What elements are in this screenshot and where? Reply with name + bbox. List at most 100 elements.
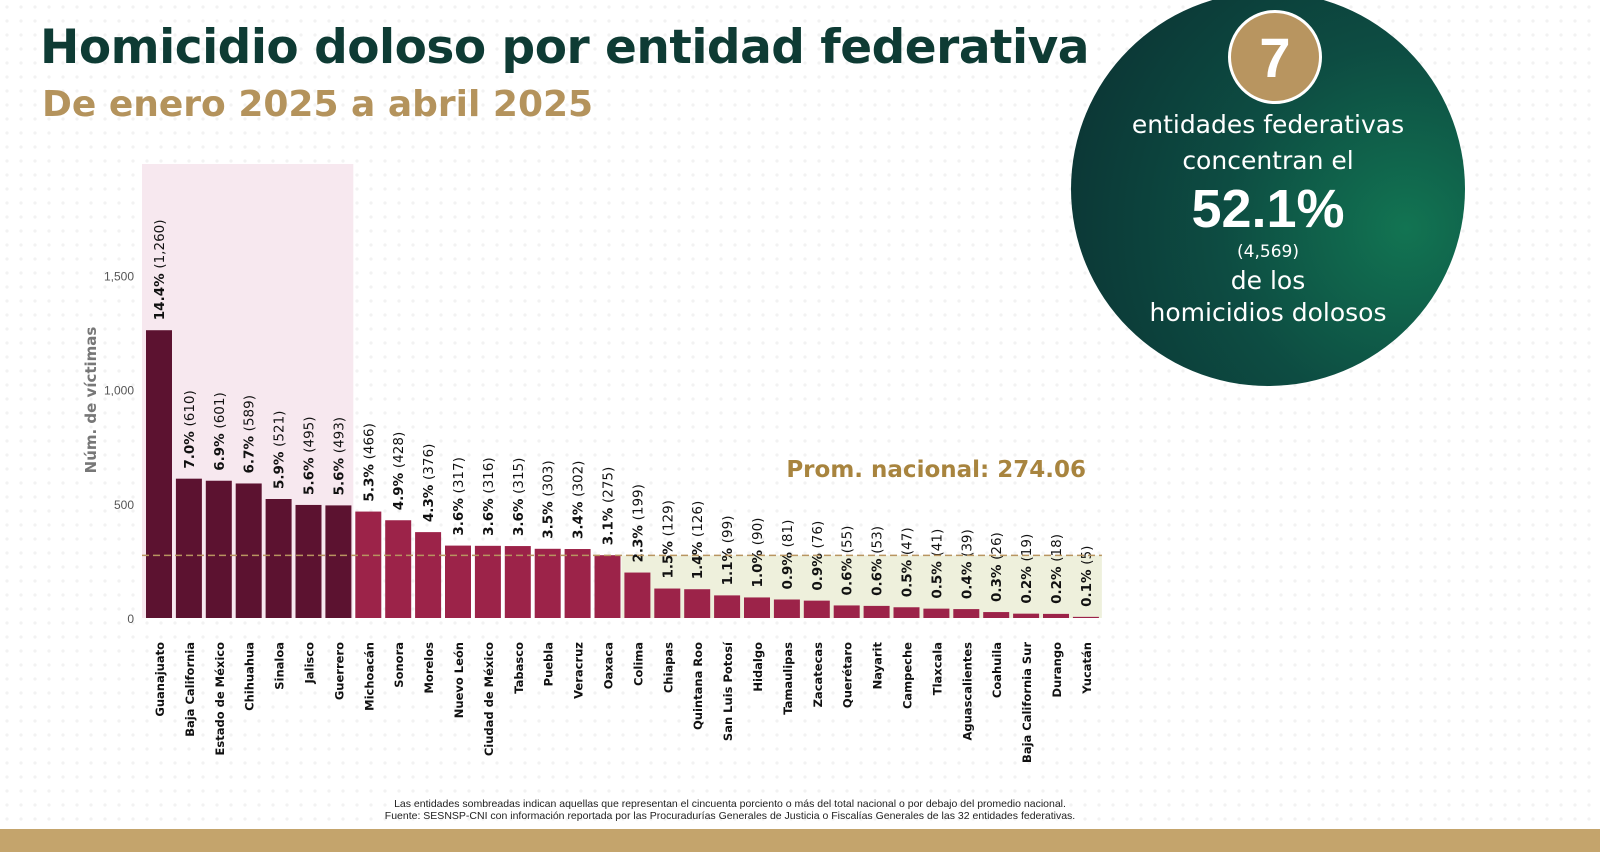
footnote-note: Las entidades sombreadas indican aquella… [394,798,1066,810]
bar-count-label: (589) [242,395,258,431]
bar-percent-label: 5.6% [302,453,318,495]
bar-count-label: (302) [571,461,587,497]
x-tick-label: Morelos [422,642,436,694]
x-tick-label: Colima [631,642,645,686]
x-tick-label: Veracruz [572,642,586,699]
bar-value-label: 4.9% (428) [391,432,407,510]
x-tick-label: Querétaro [841,642,855,708]
bar-percent-label: 1.0% [750,545,766,587]
x-tick-label: Coahuila [990,642,1004,698]
bar-value-label: 4.3% (376) [421,444,437,522]
bar-count-label: (315) [511,458,527,494]
bar [773,599,800,618]
summary-line-5: homicidios dolosos [1149,298,1387,327]
bar-percent-label: 0.2% [1049,562,1065,604]
bar-value-label: 1.4% (126) [690,501,706,579]
bar-value-label: 2.3% (199) [630,484,646,562]
x-tick-label: Guanajuato [153,642,167,717]
bar-value-label: 1.5% (129) [660,500,676,578]
x-tick-label: Quintana Roo [691,642,705,730]
bar [265,499,292,618]
x-tick-label: Guerrero [332,642,346,700]
bar-percent-label: 0.4% [959,557,975,599]
bar-value-label: 0.2% (18) [1049,534,1065,604]
bar-percent-label: 1.5% [660,536,676,578]
x-tick-label: Hidalgo [751,642,765,692]
bar-value-label: 0.5% (47) [900,527,916,597]
bar-percent-label: 5.3% [361,459,377,501]
bar-value-label: 0.5% (41) [929,529,945,599]
bar-value-label: 3.4% (302) [571,461,587,539]
bar-percent-label: 3.6% [481,494,497,536]
bar-percent-label: 7.0% [182,427,198,469]
x-tick-label: Durango [1050,642,1064,698]
bar-value-label: 3.6% (315) [511,458,527,536]
bar [385,520,412,618]
summary-total: (4,569) [1237,242,1299,262]
bar [175,478,202,618]
bar [1013,613,1040,618]
bar-value-label: 1.0% (90) [750,518,766,588]
bar-count-label: (126) [690,501,706,537]
summary-line-2: concentran el [1182,146,1354,175]
x-tick-label: Zacatecas [811,642,825,708]
bar-percent-label: 3.6% [511,494,527,536]
bar [355,511,382,618]
bar [205,480,232,618]
bar-count-label: (39) [959,529,975,557]
y-axis-label: Núm. de víctimas [82,327,100,474]
bar-count-label: (81) [780,520,796,548]
x-tick-label: Oaxaca [602,642,616,689]
bar [325,505,352,618]
bar-value-label: 3.1% (275) [601,467,617,545]
bar-count-label: (199) [630,484,646,520]
bar-count-label: (316) [481,457,497,493]
bar-percent-label: 0.5% [929,556,945,598]
bar-count-label: (376) [421,444,437,480]
x-tick-label: Baja California Sur [1020,642,1034,763]
footer-bar [0,829,1600,852]
bar [235,483,262,618]
x-tick-label: Tamaulipas [781,642,795,715]
bar [923,608,950,618]
bar-percent-label: 3.1% [601,503,617,545]
bar-value-label: 7.0% (610) [182,390,198,468]
page-title: Homicidio doloso por entidad federativa [40,20,1089,75]
bar-count-label: (275) [601,467,617,503]
bar [863,605,890,618]
x-tick-label: Yucatán [1080,642,1094,695]
bar-percent-label: 1.1% [720,543,736,585]
bar-value-label: 14.4% (1,260) [152,219,168,320]
bar-percent-label: 0.6% [870,554,886,596]
bar-value-label: 0.9% (81) [780,520,796,590]
bar [474,545,501,618]
bar-value-label: 3.6% (316) [481,457,497,535]
bar-percent-label: 6.7% [242,431,258,473]
footnote-source: Fuente: SESNSP-CNI con información repor… [384,810,1076,822]
bar-percent-label: 0.6% [840,553,856,595]
bar-value-label: 1.1% (99) [720,516,736,586]
bar [654,588,681,618]
bar-count-label: (53) [870,526,886,554]
bar [504,546,531,618]
bar-percent-label: 4.3% [421,480,437,522]
bar-percent-label: 1.4% [690,537,706,579]
bar-percent-label: 2.3% [630,520,646,562]
summary-count-badge: 7 [1228,10,1322,104]
bar-value-label: 0.6% (55) [840,526,856,596]
bar-count-label: (521) [272,411,288,447]
bar-count-label: (99) [720,516,736,544]
bar [893,607,920,618]
bar [295,504,322,618]
bar [714,595,741,618]
x-tick-label: Nayarit [871,642,885,690]
bar [1072,616,1099,618]
x-tick-label: Sonora [392,642,406,688]
bar-count-label: (90) [750,518,766,546]
x-tick-label: Tlaxcala [930,642,944,695]
bar-count-label: (18) [1049,534,1065,562]
bar [684,589,711,618]
x-tick-label: Aguascalientes [960,642,974,741]
x-tick-label: Ciudad de México [482,642,496,756]
